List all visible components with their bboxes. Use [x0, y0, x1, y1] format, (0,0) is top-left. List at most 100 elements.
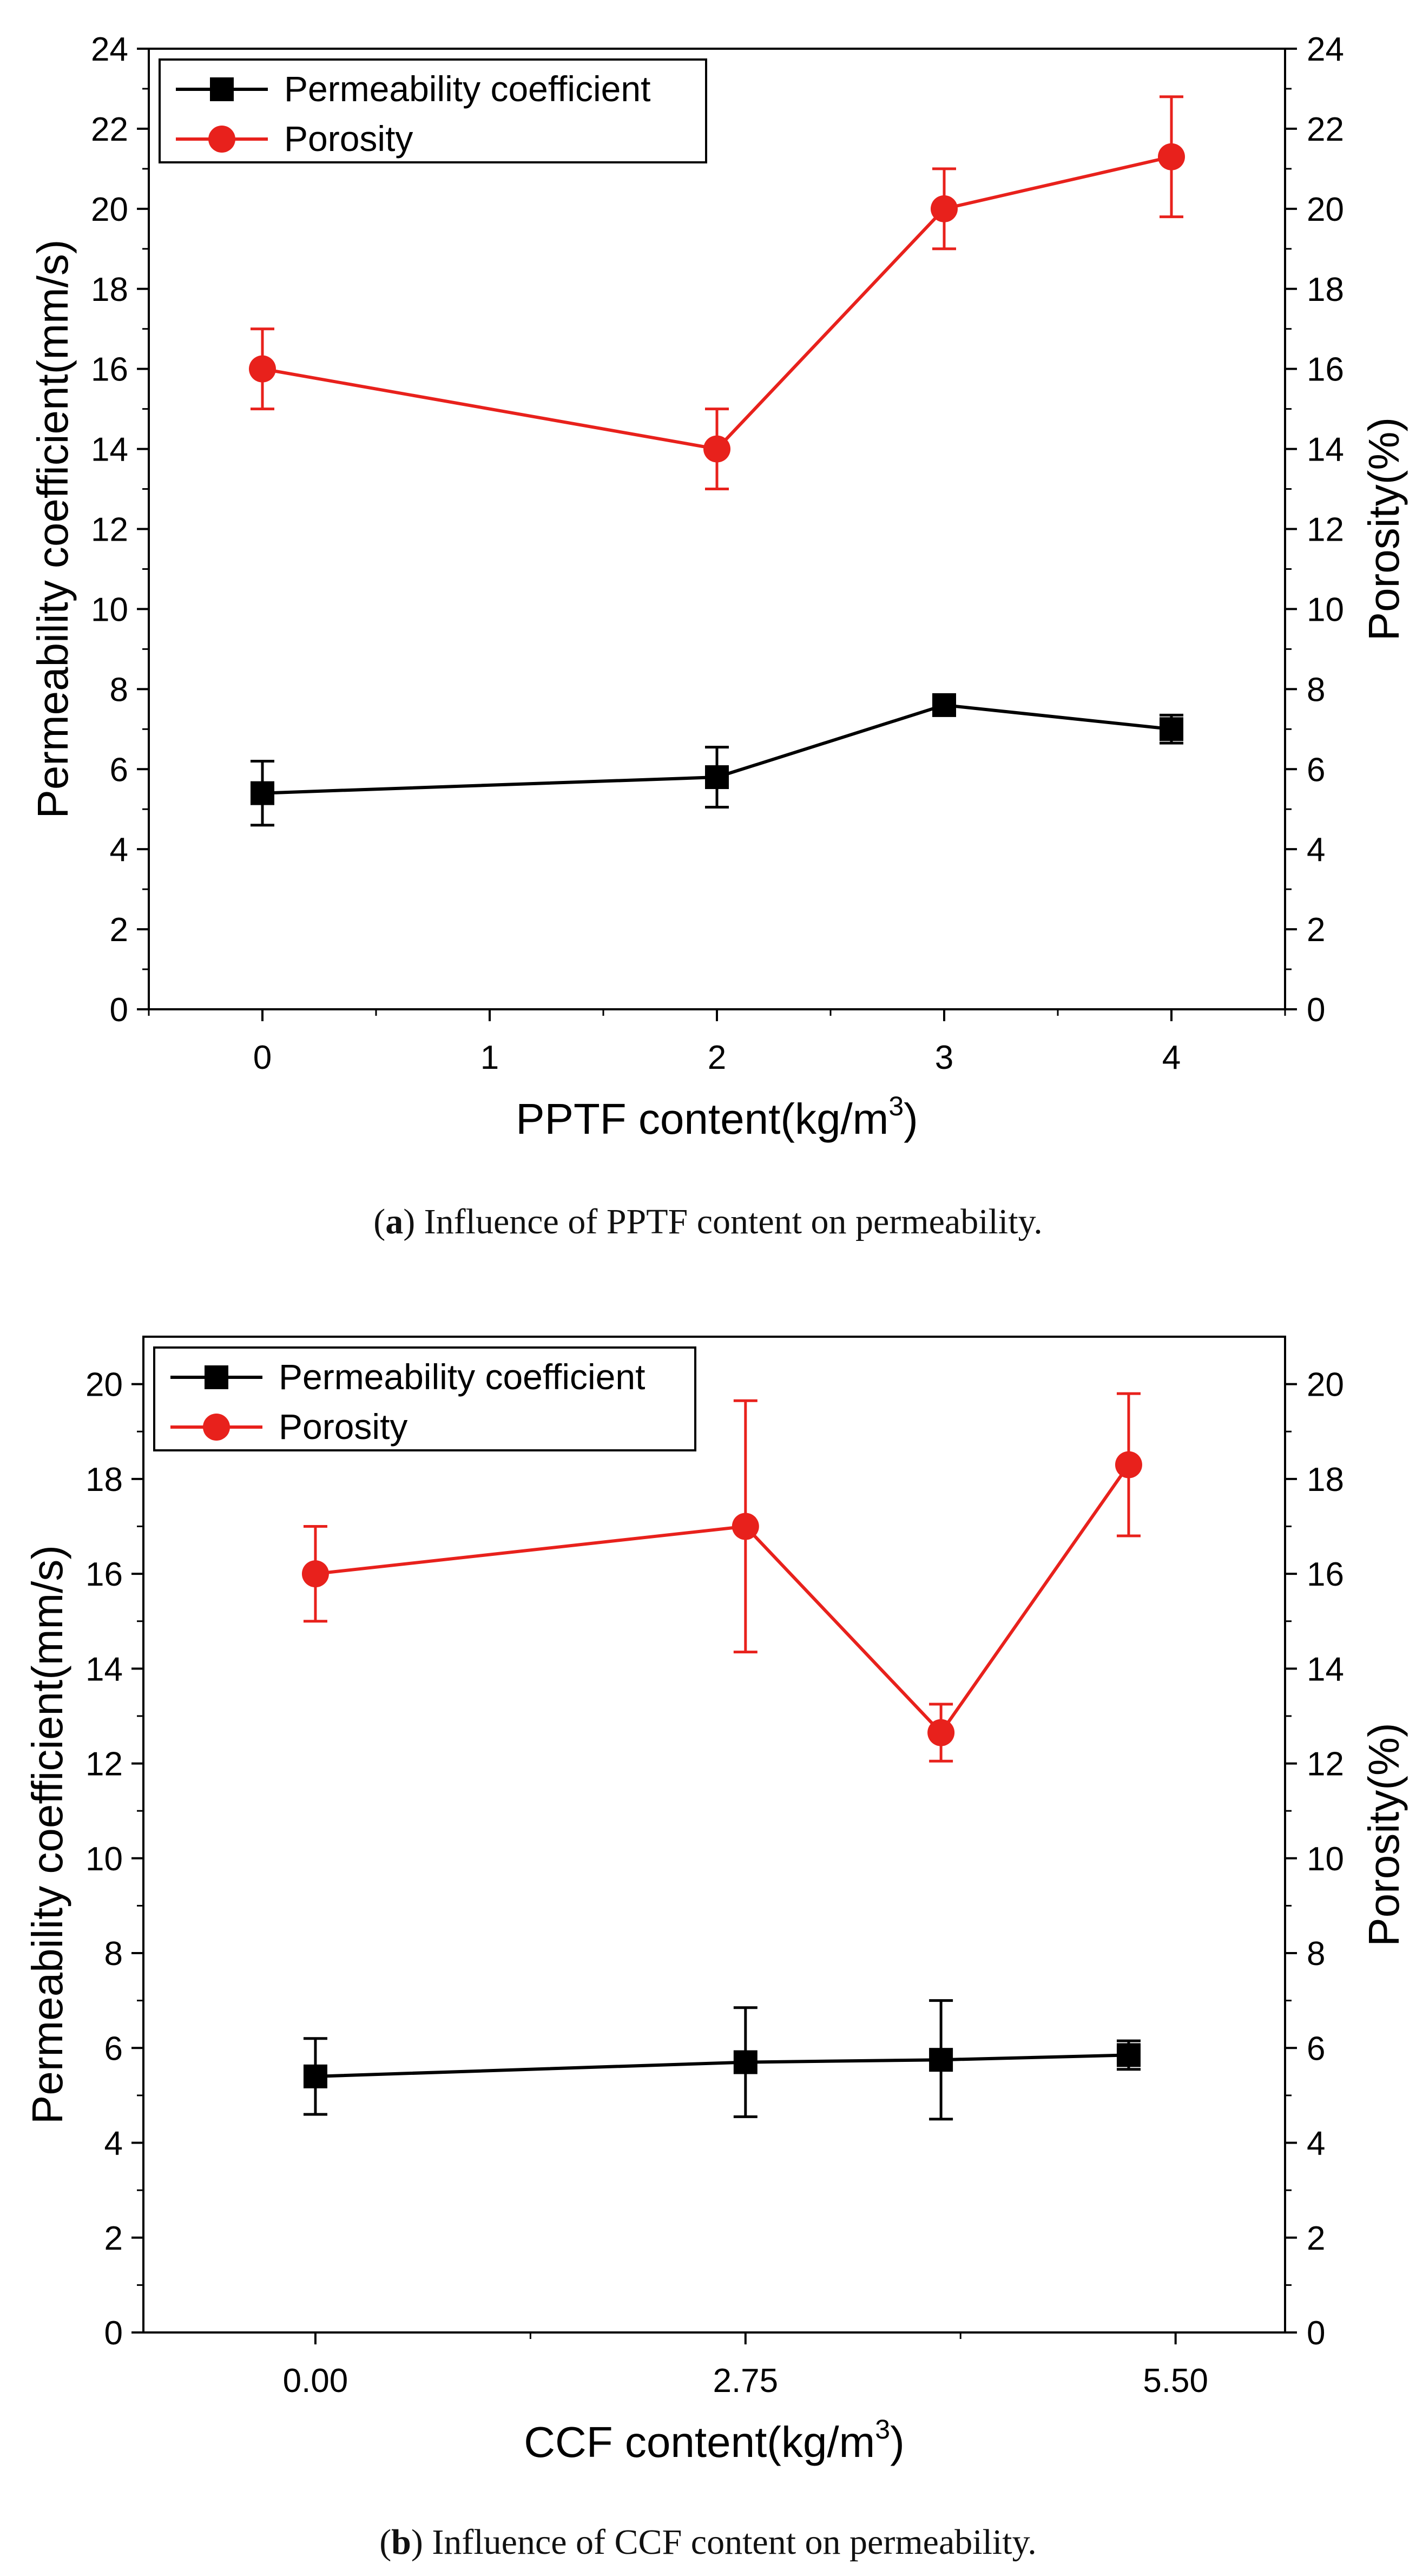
y-left-tick-label: 8	[104, 1935, 123, 1973]
y-right-tick-label: 14	[1307, 431, 1344, 469]
data-point-circle	[931, 195, 958, 222]
y-left-tick-label: 10	[85, 1841, 123, 1878]
x-axis-label: PPTF content(kg/m3)	[516, 1091, 918, 1143]
y-left-tick-label: 16	[91, 351, 128, 389]
data-point-square	[1160, 717, 1183, 741]
y-left-tick-label: 16	[85, 1556, 123, 1593]
y-left-tick-label: 4	[104, 2125, 123, 2163]
caption-a-label: a	[385, 1202, 404, 1241]
y-left-tick-label: 14	[85, 1651, 123, 1688]
y-right-axis-label: Porosity(%)	[1360, 1723, 1408, 1946]
chart-panel-a: 0 0 2 2 4 4 6 6 8 8 10 10 12 12 14 14 16 16 18 18 20 20 22 22 24…	[0, 0, 1416, 1241]
legend-marker-circle	[208, 126, 235, 153]
y-right-tick-label: 16	[1307, 1556, 1344, 1593]
x-tick-label: 0.00	[283, 2362, 348, 2400]
x-tick-label: 3	[935, 1039, 953, 1076]
legend-label: Porosity	[284, 119, 413, 159]
y-right-tick-label: 10	[1307, 1841, 1344, 1878]
series-line-permeability	[262, 703, 1172, 795]
y-left-tick-label: 2	[110, 911, 128, 949]
caption-b-text: Influence of CCF content on permeability…	[423, 2522, 1037, 2562]
y-right-tick-label: 6	[1307, 2030, 1325, 2067]
legend-marker-square	[205, 1365, 228, 1389]
series-line-porosity	[262, 155, 1172, 451]
y-left-tick-label: 6	[110, 751, 128, 788]
plot-frame	[148, 48, 1286, 1010]
y-left-tick-label: 4	[110, 831, 128, 869]
legend-box	[153, 1346, 696, 1451]
y-right-tick-label: 8	[1307, 671, 1325, 708]
y-right-tick-label: 10	[1307, 591, 1344, 628]
data-point-square	[705, 765, 729, 790]
y-left-tick-label: 12	[91, 511, 128, 549]
series-line-permeability	[315, 2053, 1129, 2078]
plot-frame	[142, 1336, 1286, 2334]
data-point-square	[733, 2050, 758, 2074]
y-left-tick-label: 20	[91, 191, 128, 228]
y-right-tick-label: 0	[1307, 2315, 1325, 2352]
y-right-tick-label: 12	[1307, 1746, 1344, 1783]
x-tick-label: 4	[1162, 1039, 1181, 1076]
y-left-tick-label: 18	[85, 1461, 123, 1499]
legend-box	[159, 58, 707, 163]
data-point-circle	[249, 355, 276, 383]
x-tick-label: 2	[708, 1039, 726, 1076]
y-left-axis-label: Permeability coefficient(mm/s)	[23, 1545, 71, 2124]
caption-a-text: Influence of PPTF content on permeabilit…	[415, 1202, 1043, 1241]
y-right-tick-label: 2	[1307, 2220, 1325, 2257]
x-tick-label: 0	[253, 1039, 272, 1076]
data-point-square	[303, 2064, 327, 2088]
legend-label: Permeability coefficient	[279, 1357, 645, 1397]
y-right-tick-label: 4	[1307, 2125, 1325, 2163]
y-left-tick-label: 0	[110, 991, 128, 1029]
y-right-tick-label: 20	[1307, 1366, 1344, 1404]
chart-b: 0 0 2 2 4 4 6 6 8 8 10 10 12 12 14 14 16 16 18 18 20 20 0.00 2.…	[23, 1336, 1408, 2466]
legend-label: Permeability coefficient	[284, 69, 650, 109]
data-point-square	[932, 693, 956, 717]
caption-b-label: b	[391, 2522, 411, 2562]
y-right-tick-label: 4	[1307, 831, 1325, 869]
x-tick-label: 2.75	[713, 2362, 778, 2400]
y-left-tick-label: 6	[104, 2030, 123, 2067]
data-point-circle	[1115, 1451, 1142, 1478]
y-left-tick-label: 24	[91, 31, 128, 68]
x-tick-label: 1	[480, 1039, 499, 1076]
y-right-tick-label: 22	[1307, 111, 1344, 148]
series-line-porosity	[315, 1463, 1130, 1736]
y-right-tick-label: 20	[1307, 191, 1344, 228]
data-point-circle	[732, 1513, 759, 1540]
x-axis-label-superscript: 3	[888, 1091, 904, 1121]
data-point-square	[251, 781, 274, 805]
x-axis-label-text: PPTF content(kg/m	[516, 1095, 888, 1143]
caption-b: (b) Influence of CCF content on permeabi…	[379, 2522, 1037, 2562]
legend-marker-square	[210, 77, 234, 101]
y-right-tick-label: 18	[1307, 271, 1344, 308]
data-point-circle	[301, 1560, 329, 1588]
y-left-tick-label: 8	[110, 671, 128, 708]
data-point-circle	[1158, 143, 1185, 170]
y-left-tick-label: 14	[91, 431, 128, 469]
data-point-circle	[703, 435, 730, 463]
y-right-tick-label: 14	[1307, 1651, 1344, 1688]
y-left-axis-label: Permeability coefficient(mm/s)	[29, 240, 77, 819]
y-left-tick-label: 12	[85, 1746, 123, 1783]
x-axis-label-end: )	[890, 2418, 905, 2466]
caption-a: (a) Influence of PPTF content on permeab…	[373, 1202, 1043, 1241]
y-left-tick-label: 0	[104, 2315, 123, 2352]
y-right-axis-label: Porosity(%)	[1360, 417, 1408, 641]
y-left-tick-label: 22	[91, 111, 128, 148]
y-left-tick-label: 18	[91, 271, 128, 308]
x-axis-label-end: )	[904, 1095, 918, 1143]
y-right-tick-label: 16	[1307, 351, 1344, 389]
legend-marker-circle	[203, 1414, 230, 1441]
chart-panel-b: 0 0 2 2 4 4 6 6 8 8 10 10 12 12 14 14 16 16 18 18 20 20 0.00 2.…	[0, 1261, 1416, 2576]
y-right-tick-label: 8	[1307, 1935, 1325, 1973]
x-axis-label: CCF content(kg/m3)	[524, 2414, 905, 2466]
y-right-tick-label: 6	[1307, 751, 1325, 788]
y-right-tick-label: 2	[1307, 911, 1325, 949]
y-right-tick-label: 24	[1307, 31, 1344, 68]
legend-label: Porosity	[279, 1407, 407, 1447]
x-axis-label-superscript: 3	[875, 2414, 890, 2444]
y-left-tick-label: 10	[91, 591, 128, 628]
